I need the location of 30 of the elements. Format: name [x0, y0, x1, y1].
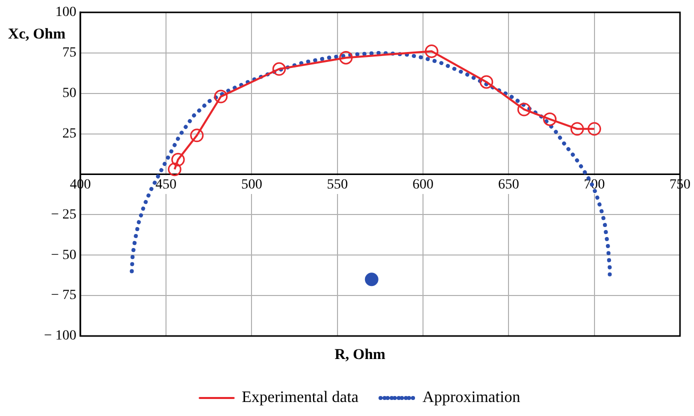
- y-tick-label: − 100: [44, 328, 76, 344]
- x-tick-label: 500: [241, 177, 262, 192]
- x-tick-label: 650: [498, 177, 520, 192]
- point: [272, 62, 286, 76]
- point: [424, 44, 438, 58]
- y-axis-title: Xc, Ohm: [8, 26, 66, 42]
- y-tick-label: 50: [62, 86, 76, 101]
- point: [364, 272, 378, 286]
- point: [543, 112, 557, 126]
- point: [570, 122, 584, 136]
- y-tick-label: 25: [62, 126, 76, 142]
- x-tick-label: 550: [326, 177, 348, 192]
- point: [517, 102, 531, 116]
- x-tick-label: 600: [412, 177, 434, 192]
- y-tick-label: 100: [55, 5, 76, 20]
- y-tick-label: − 50: [50, 248, 76, 263]
- point: [190, 128, 204, 142]
- y-tick-label: − 75: [50, 288, 76, 304]
- point: [214, 90, 228, 104]
- y-tick-label: − 25: [50, 207, 76, 222]
- legend-label: Approximation: [422, 389, 520, 406]
- point: [480, 75, 494, 89]
- legend-label: Experimental data: [242, 389, 359, 406]
- point: [171, 152, 185, 166]
- point: [588, 122, 602, 136]
- x-axis-title: R, Ohm: [334, 346, 386, 363]
- x-tick-label: 450: [156, 177, 177, 192]
- y-tick-label: 75: [62, 46, 76, 61]
- point: [339, 50, 353, 64]
- point: [168, 162, 182, 176]
